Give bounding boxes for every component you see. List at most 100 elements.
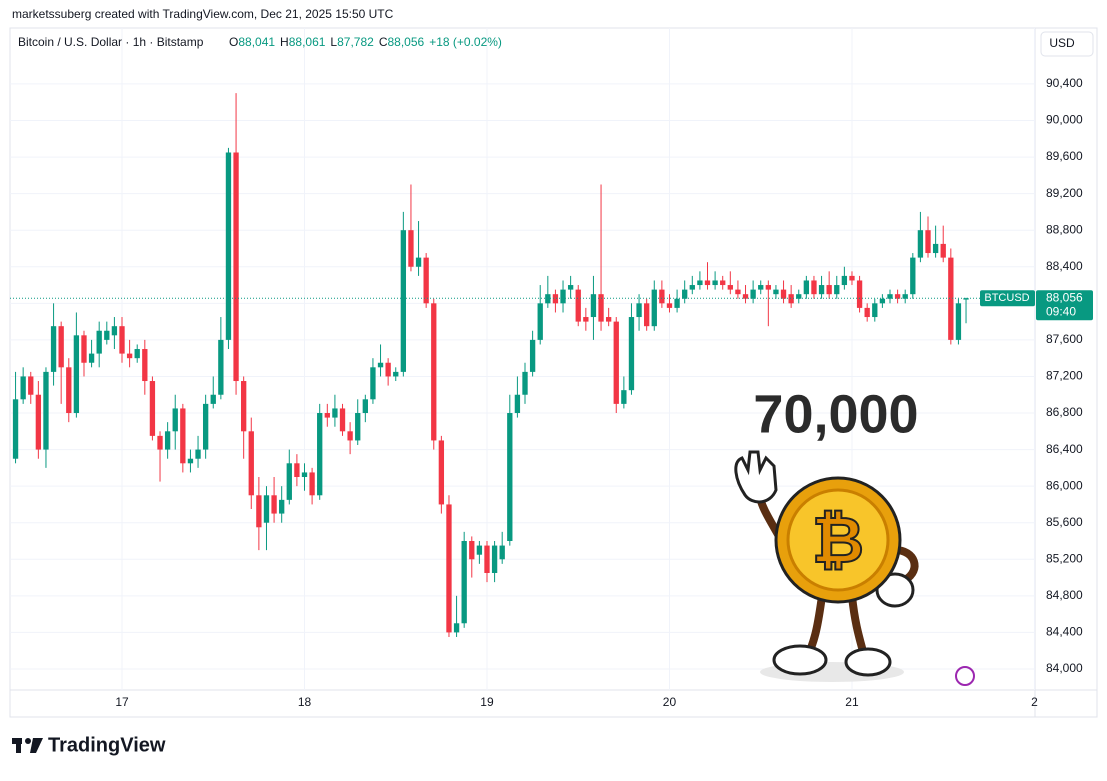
candle-body [309, 472, 315, 496]
symbol: Bitcoin / U.S. Dollar · 1h · Bitstamp [18, 35, 204, 49]
candle-body [347, 431, 353, 441]
y-tick-label: 84,400 [1046, 625, 1083, 639]
candle-body [621, 390, 627, 404]
last-price-box [1036, 290, 1093, 321]
logo-text: TradingView [48, 734, 166, 756]
y-tick-label: 85,200 [1046, 551, 1083, 565]
candle-body [826, 285, 832, 295]
candle-body [917, 230, 924, 258]
candle-body [651, 289, 657, 327]
candle-body [491, 545, 498, 573]
candle-body [111, 326, 118, 336]
y-tick-label: 85,600 [1046, 515, 1083, 529]
candle-body [948, 257, 954, 340]
candle-body [644, 303, 650, 327]
candle-body [803, 280, 810, 295]
candle-body [590, 294, 597, 318]
candle-body [438, 440, 445, 505]
candle-body [104, 330, 110, 340]
candle-body [96, 330, 102, 354]
candle-body [666, 303, 673, 308]
candle-body [446, 504, 452, 633]
candle-body [674, 298, 680, 308]
alert-icon[interactable] [955, 666, 975, 686]
candle-body [636, 303, 642, 318]
candle-body [66, 367, 72, 414]
y-tick-label: 86,800 [1046, 405, 1083, 419]
y-tick-label: 84,000 [1046, 661, 1083, 675]
y-tick-label: 89,600 [1046, 149, 1083, 163]
candle-body [20, 376, 26, 400]
currency-button[interactable] [1040, 31, 1094, 57]
ohlc-value: 87,782 [337, 35, 374, 49]
x-tick-label: 20 [663, 695, 677, 709]
candle-body [963, 298, 969, 300]
candle-body [73, 335, 80, 414]
candle-body [583, 317, 589, 322]
ohlc-legend: O 88,041 H 88,061 L 87,782 C 88,056 +18 (+0.02%) [229, 35, 502, 49]
candle-body [12, 399, 19, 459]
candle-body [682, 289, 688, 299]
ohlc-value: 88,061 [289, 35, 326, 49]
candle-body [856, 280, 863, 308]
candle-body [301, 472, 308, 478]
candle-body [613, 321, 619, 404]
y-tick-label: 86,000 [1046, 478, 1083, 492]
candle-body [758, 285, 764, 290]
candle-body [355, 413, 361, 441]
y-tick-label: 86,400 [1046, 442, 1083, 456]
y-tick-label: 88,400 [1046, 259, 1083, 273]
y-tick-label: 90,000 [1046, 113, 1083, 127]
candles [10, 93, 1035, 637]
last-price-label: 88,056 [1046, 290, 1083, 304]
candle-body [339, 408, 346, 432]
candle-body [233, 152, 239, 382]
candle-body [362, 399, 368, 414]
candle-body [529, 339, 536, 372]
candle-body [210, 394, 216, 404]
candle-body [902, 294, 908, 299]
candle-body [286, 463, 292, 500]
candle-body [187, 458, 194, 464]
symbol-tag: BTCUSD [984, 292, 1029, 304]
candle-body [788, 294, 794, 304]
candle-body [332, 408, 338, 418]
candle-body [408, 230, 414, 267]
candle-body [28, 376, 34, 395]
candle-body [712, 280, 718, 286]
candle-body [377, 362, 384, 368]
candle-body [697, 280, 703, 286]
candle-body [164, 431, 171, 450]
currency: USD [1049, 36, 1075, 50]
candle-body [81, 335, 87, 363]
candle-body [294, 463, 300, 478]
labels: 84,000 84,400 84,800 85,200 85,600 86,000 86,4… [115, 76, 1093, 709]
candle-body [157, 435, 163, 450]
candle-body [393, 371, 399, 377]
candle-body [879, 298, 886, 304]
candle-body [742, 294, 749, 299]
candle-body [780, 289, 787, 299]
candle-body [415, 257, 422, 267]
candle-body [50, 326, 57, 372]
candle-body [704, 280, 711, 286]
candle-body [58, 326, 64, 368]
candle-body [940, 243, 946, 258]
candle-body [149, 381, 156, 436]
candle-body [750, 289, 756, 299]
candle-body [507, 413, 513, 541]
candle-body [35, 394, 42, 450]
candle-body [248, 431, 254, 496]
candle-body [522, 371, 528, 395]
candle-body [43, 371, 49, 450]
candle-body [469, 540, 475, 560]
candle-body [849, 275, 855, 281]
candle-body [400, 230, 407, 372]
candle-body [545, 294, 551, 304]
candle-body [180, 408, 186, 464]
x-tick-label: 18 [298, 695, 312, 709]
candle-body [431, 303, 437, 441]
candle-body [499, 545, 505, 560]
